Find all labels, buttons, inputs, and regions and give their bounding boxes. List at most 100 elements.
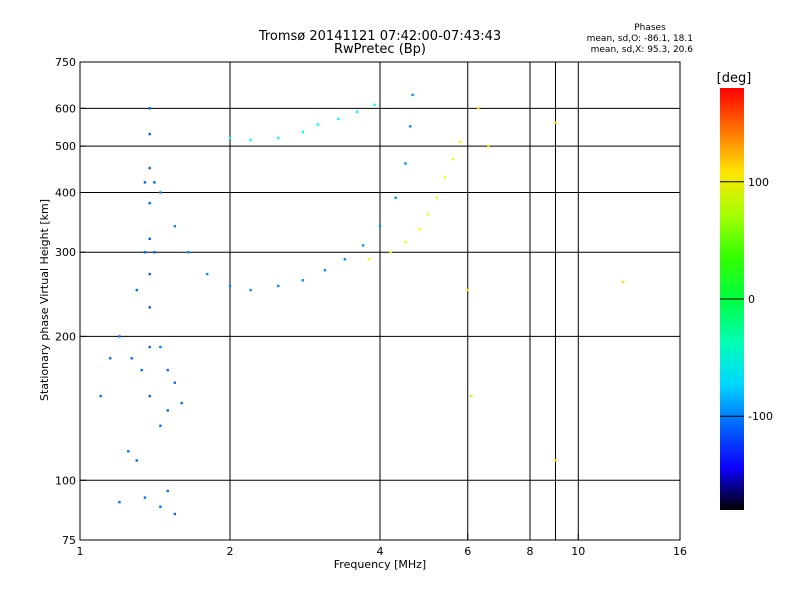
data-point [470, 394, 473, 398]
data-points [99, 93, 625, 516]
data-point [343, 258, 347, 261]
data-point [554, 121, 557, 124]
colorbar-label: [deg] [717, 71, 752, 86]
x-tick-label: 4 [377, 545, 384, 558]
data-point [554, 459, 557, 462]
data-point [148, 107, 151, 110]
data-point [373, 103, 376, 107]
data-point [143, 181, 147, 184]
colorbar: 100 0 -100 [720, 88, 773, 510]
data-point [130, 357, 133, 360]
y-axis-label: Stationary phase Virtual Height [km] [38, 199, 51, 401]
data-point [337, 117, 340, 121]
data-point [301, 130, 305, 134]
y-tick-label: 200 [55, 330, 76, 343]
data-point [135, 288, 138, 292]
data-point [153, 251, 156, 254]
data-point [173, 381, 177, 384]
y-tick-label: 400 [55, 186, 76, 199]
data-point [323, 269, 327, 272]
colorbar-tick-label: 0 [748, 293, 755, 306]
data-point [427, 213, 430, 216]
data-point [451, 157, 455, 161]
y-tick-label: 75 [62, 534, 76, 547]
data-point [418, 228, 421, 231]
data-point [180, 401, 183, 405]
data-point [435, 196, 438, 199]
data-point [173, 225, 177, 228]
data-point [173, 512, 177, 516]
data-point [159, 505, 162, 509]
data-point [166, 409, 169, 412]
axes: 1 2 4 6 8 10 16 75 100 200 300 400 500 600 750 [55, 56, 687, 558]
data-point [389, 251, 392, 254]
y-tick-label: 300 [55, 246, 76, 259]
data-point [159, 191, 162, 194]
data-point [355, 110, 359, 114]
data-point [153, 181, 156, 184]
data-point [148, 394, 151, 398]
data-point [205, 272, 209, 276]
data-point [148, 166, 151, 170]
data-point [459, 140, 462, 144]
data-point [187, 251, 190, 254]
data-point [143, 251, 147, 254]
data-point [443, 176, 447, 179]
data-point [301, 279, 305, 282]
data-point [249, 288, 252, 292]
data-point [166, 368, 169, 372]
legend-line-o: mean, sd,O: -86.1, 18.1 [587, 34, 693, 44]
data-point [277, 284, 280, 288]
data-point [148, 272, 151, 276]
grid-lines [80, 62, 680, 540]
data-point [277, 136, 280, 140]
data-point [316, 123, 319, 126]
data-point [361, 244, 365, 247]
chart-title: Tromsø 20141121 07:42:00-07:43:43 [258, 29, 501, 44]
data-point [477, 107, 480, 110]
data-point [148, 306, 151, 309]
y-tick-label: 600 [55, 102, 76, 115]
legend-line-x: mean, sd,X: 95.3, 20.6 [591, 45, 694, 55]
data-point [166, 489, 169, 493]
y-tick-label: 750 [55, 56, 76, 69]
data-point [378, 225, 382, 228]
x-tick-label: 2 [227, 545, 234, 558]
data-point [404, 240, 407, 244]
data-point [621, 280, 625, 284]
data-point [404, 162, 407, 165]
data-point [127, 450, 130, 453]
data-point [487, 144, 490, 148]
data-point [159, 345, 162, 349]
data-point [148, 132, 151, 136]
data-point [99, 394, 102, 398]
data-point [109, 357, 112, 360]
data-point [367, 258, 371, 261]
data-point [118, 335, 121, 338]
data-point [409, 125, 412, 128]
y-tick-label: 100 [55, 474, 76, 487]
colorbar-tick-label: -100 [748, 410, 773, 423]
x-tick-label: 10 [571, 545, 585, 558]
data-point [394, 196, 397, 199]
x-axis-label: Frequency [MHz] [334, 558, 426, 571]
legend-title: Phases [634, 23, 666, 33]
data-point [249, 138, 252, 142]
x-tick-label: 1 [77, 545, 84, 558]
data-point [466, 288, 469, 292]
colorbar-tick-label: 100 [748, 176, 769, 189]
x-tick-label: 8 [527, 545, 534, 558]
data-point [148, 237, 151, 241]
data-point [228, 284, 232, 288]
data-point [411, 93, 414, 97]
data-point [159, 424, 162, 428]
data-point [135, 459, 138, 462]
data-point [228, 136, 232, 140]
chart-subtitle: RwPretec (Bp) [334, 42, 426, 57]
x-tick-label: 16 [673, 545, 687, 558]
data-point [140, 368, 143, 372]
x-tick-label: 6 [464, 545, 471, 558]
data-point [143, 496, 147, 499]
data-point [148, 201, 151, 205]
data-point [118, 500, 121, 504]
